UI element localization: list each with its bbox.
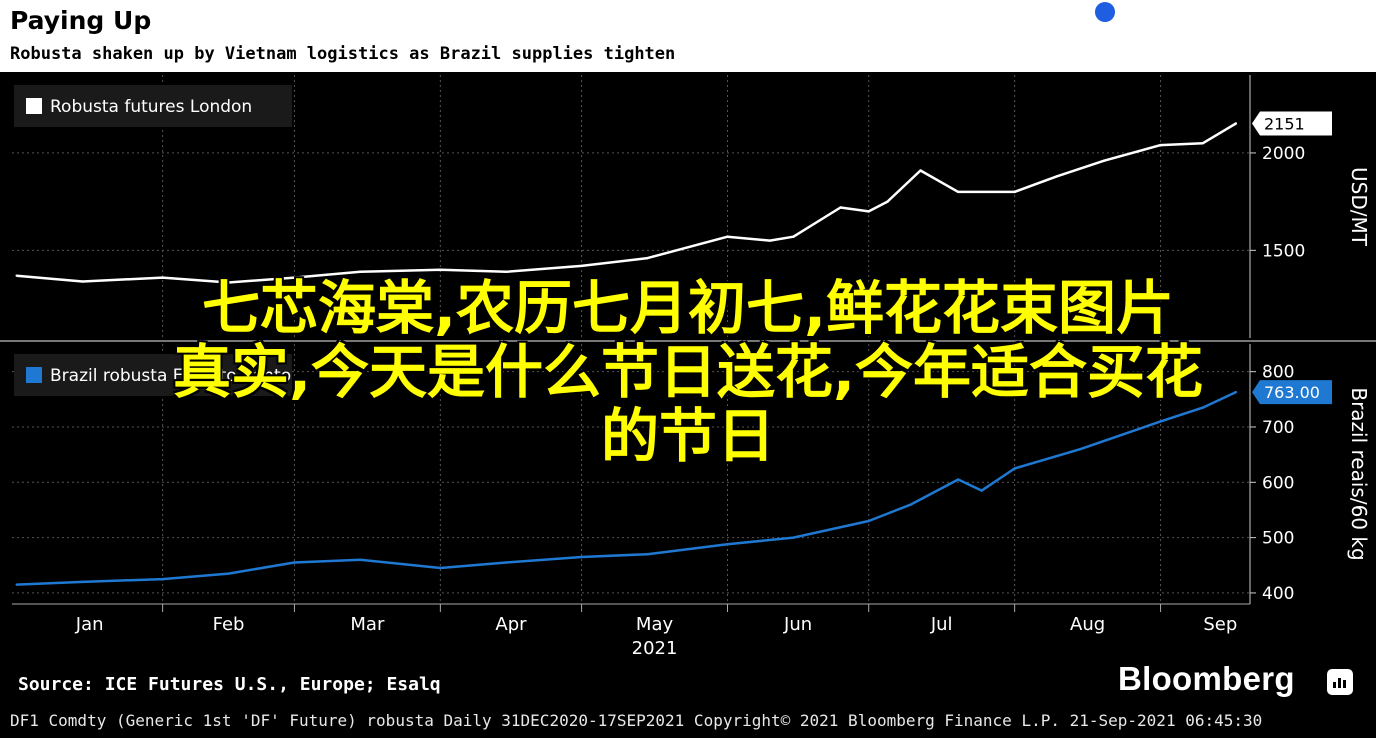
legend-label: Brazil robusta Espirito Santo [50,366,291,386]
legend-swatch [26,98,42,114]
data-point [505,561,508,564]
data-point [1079,447,1082,451]
data-point [81,280,84,283]
chart-subtitle: Robusta shaken up by Vietnam logistics a… [10,44,676,64]
x-tick-label: Feb [213,614,245,635]
data-point [439,566,442,570]
data-point [980,489,983,492]
x-year-label: 2021 [632,638,678,659]
data-point [792,235,795,238]
data-point [909,503,913,506]
data-point [359,270,362,273]
copyright-note: DF1 Comdty (Generic 1st 'DF' Future) rob… [10,711,1263,730]
y-axis-label: Brazil reais/60 kg [1347,387,1371,560]
data-point [1159,420,1162,423]
data-point [15,274,18,277]
x-tick-label: Jun [783,614,812,635]
data-point [726,543,729,546]
data-point [726,235,729,238]
y-tick-label: 600 [1262,473,1294,493]
blue-dot [1095,2,1115,22]
data-point [1234,122,1238,125]
data-point [919,169,922,172]
y-tick-label: 500 [1262,529,1294,549]
data-point [956,478,960,481]
y-tick-label: 2000 [1262,144,1305,164]
x-tick-label: Sep [1203,614,1237,635]
y-tick-label: 800 [1262,363,1294,383]
chart-title: Paying Up [10,6,152,35]
data-point [580,555,583,559]
data-point [227,281,230,284]
data-point [1013,467,1016,470]
overlay-line-3: 的节日 [600,402,775,470]
overlay-line-1: 七芯海棠,农历七月初七,鲜花花束图片 [201,274,1175,342]
y-tick-label: 1500 [1262,241,1305,261]
data-point [646,256,649,260]
data-point [15,583,18,586]
x-tick-label: Jul [930,614,953,635]
legend-label: Robusta futures London [50,97,252,117]
data-point [81,580,84,584]
data-point [1102,159,1106,162]
data-point [956,190,960,194]
last-value-label: 763.00 [1264,383,1320,402]
data-point [646,553,649,556]
y-tick-label: 700 [1262,418,1294,438]
data-point [867,210,870,213]
data-point [1234,390,1238,394]
data-point [1013,190,1016,194]
data-point [886,200,889,203]
data-point [1159,143,1162,147]
legend-box [14,354,292,396]
data-point [439,268,442,272]
data-point [161,577,164,581]
x-tick-label: Apr [495,614,527,635]
bloomberg-logo: Bloomberg [1118,660,1295,697]
data-point [839,206,842,209]
series-line [16,122,1237,284]
data-point [1201,406,1205,409]
data-point [1055,175,1059,178]
overlay-caption: 七芯海棠,农历七月初七,鲜花花束图片 真实,今天是什么节日送花,今年适合买花 的… [0,276,1376,468]
x-tick-label: Mar [350,614,385,635]
data-point [580,264,583,268]
data-point [768,239,772,242]
overlay-line-2: 真实,今天是什么节日送花,今年适合买花 [172,338,1204,406]
y-axis-label: USD/MT [1347,167,1371,247]
data-point [161,276,164,279]
last-value-tag [1252,111,1332,136]
last-value-tag [1252,380,1332,405]
x-tick-label: Aug [1070,614,1105,635]
last-value-label: 2151 [1264,115,1305,134]
data-point [867,519,870,523]
data-point [293,276,296,279]
data-point [505,270,508,273]
source-note: Source: ICE Futures U.S., Europe; Esalq [18,674,441,695]
x-tick-label: May [636,614,674,635]
data-point [359,558,362,561]
data-point [1201,141,1205,145]
data-point [227,572,230,575]
y-tick-label: 400 [1262,584,1294,604]
bloomberg-terminal-icon [1327,669,1353,695]
legend-box [14,85,292,127]
chart-header: Paying Up Robusta shaken up by Vietnam l… [0,0,1376,72]
data-point [792,536,795,539]
x-tick-label: Jan [75,614,104,635]
data-point [293,561,296,564]
legend-swatch [26,367,42,383]
